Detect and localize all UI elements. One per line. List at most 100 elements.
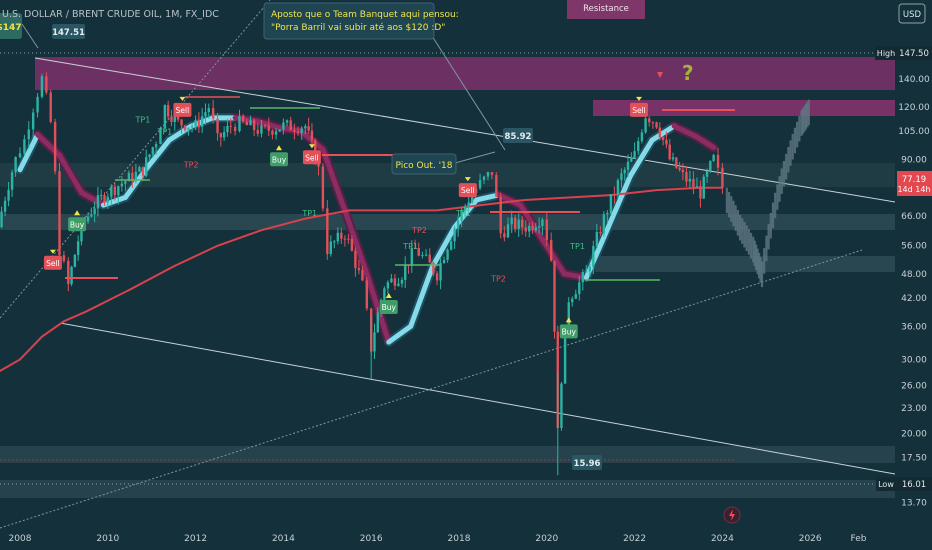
- candle-body: [14, 157, 17, 173]
- forecast-candle: [771, 202, 775, 229]
- target-label: TP1: [301, 209, 317, 218]
- x-tick-label: 2020: [535, 534, 558, 544]
- candle-body: [134, 171, 138, 182]
- forecast-candle: [747, 229, 750, 255]
- candle-body: [222, 132, 226, 138]
- candle-body: [626, 161, 630, 170]
- candle-body: [120, 183, 124, 187]
- support-zone-20: [0, 446, 895, 463]
- note-callout-box: [263, 2, 435, 40]
- candle-body: [410, 247, 414, 266]
- target-label: TP2: [490, 275, 506, 284]
- channel-lower-line: [59, 322, 896, 475]
- candle-body: [549, 240, 553, 261]
- x-axis-bg: [0, 530, 932, 550]
- candle-body: [229, 125, 232, 127]
- candle-body: [163, 105, 167, 129]
- peak-2018-box: [391, 153, 457, 175]
- candle-body: [716, 154, 720, 168]
- currency-box[interactable]: [898, 3, 926, 24]
- lightning-icon[interactable]: [723, 506, 741, 524]
- candle-body: [7, 189, 10, 201]
- candle-body: [602, 214, 606, 234]
- candle-body: [681, 169, 685, 173]
- signal-badge: [379, 300, 398, 315]
- candle-body: [658, 127, 662, 138]
- candle-body: [699, 186, 702, 199]
- candle-body: [640, 132, 644, 142]
- candle-body: [238, 115, 241, 132]
- candle-body: [571, 298, 574, 303]
- sell-arrow-icon: [179, 96, 186, 101]
- marker-147-text: $147: [0, 23, 22, 33]
- buy-signal: Buy: [68, 210, 87, 232]
- ribbon-band-inner: [78, 190, 106, 208]
- candle-body: [588, 266, 592, 272]
- forecast-candle: [767, 223, 770, 250]
- y-tick-label: 17.50: [901, 454, 927, 464]
- candle-body: [606, 212, 609, 215]
- candle-body: [567, 302, 570, 327]
- ribbon-band-inner: [430, 224, 458, 269]
- candle-body: [648, 118, 651, 123]
- candle-body: [216, 118, 219, 134]
- candle-body: [282, 122, 285, 130]
- forecast-candle: [774, 192, 777, 219]
- candle-body: [124, 181, 127, 184]
- candle-body: [510, 217, 513, 225]
- y-tick-label: 90.00: [901, 155, 927, 165]
- candle-body: [383, 288, 386, 300]
- candle-body: [513, 217, 517, 229]
- candle-body: [3, 200, 7, 212]
- candle-body: [106, 196, 109, 203]
- resistance-callout: Resistance: [567, 0, 645, 19]
- candle-body: [300, 128, 303, 134]
- forecast-candle: [769, 212, 772, 239]
- candle-body: [36, 96, 39, 113]
- buy-signal: Buy: [270, 145, 289, 167]
- candle-body: [534, 227, 538, 231]
- candle-body: [678, 167, 681, 170]
- signal-badge: [458, 183, 477, 198]
- candle-body: [467, 202, 470, 207]
- candle-body: [73, 254, 77, 267]
- candle-body: [263, 125, 267, 127]
- currency-text[interactable]: USD: [903, 10, 922, 20]
- ribbon-band-inner: [386, 323, 414, 345]
- currency-button[interactable]: USD: [898, 3, 926, 24]
- sell-arrow-icon: [308, 144, 315, 149]
- target-label: TP1: [156, 128, 172, 137]
- candle-body: [219, 133, 223, 138]
- marker-147-pointer: [21, 23, 39, 49]
- candle-body: [110, 186, 113, 197]
- signal-label: Sell: [176, 106, 190, 115]
- ribbon-layer: [15, 113, 719, 347]
- sell-arrow-icon: [464, 177, 471, 182]
- y-tick-label: 20.00: [901, 429, 927, 439]
- candle-body: [70, 266, 73, 285]
- candle-body: [310, 130, 314, 141]
- candle-body: [197, 120, 201, 127]
- candle-body: [183, 125, 187, 131]
- candle-body: [413, 247, 417, 249]
- forecast-candle: [753, 240, 756, 267]
- low-badge: Low 16.01: [876, 477, 932, 491]
- candle-body: [62, 255, 66, 261]
- forecast-candle: [803, 106, 806, 132]
- candle-body: [145, 157, 148, 176]
- high-badge: High 147.50: [875, 46, 932, 60]
- forecast-candle: [785, 153, 788, 180]
- candle-body: [709, 161, 712, 172]
- candle-body: [644, 118, 647, 133]
- candle-body: [103, 195, 106, 203]
- candle-body: [688, 178, 692, 182]
- buy-arrow-icon: [565, 317, 572, 323]
- forecast-candle: [789, 140, 792, 166]
- lightning-icon-bolt[interactable]: [729, 509, 735, 521]
- candle-body: [486, 172, 490, 177]
- sell-arrow-icon: [635, 96, 642, 101]
- candle-body: [321, 166, 325, 209]
- forecast-candle: [743, 221, 746, 248]
- candle-body: [252, 120, 256, 130]
